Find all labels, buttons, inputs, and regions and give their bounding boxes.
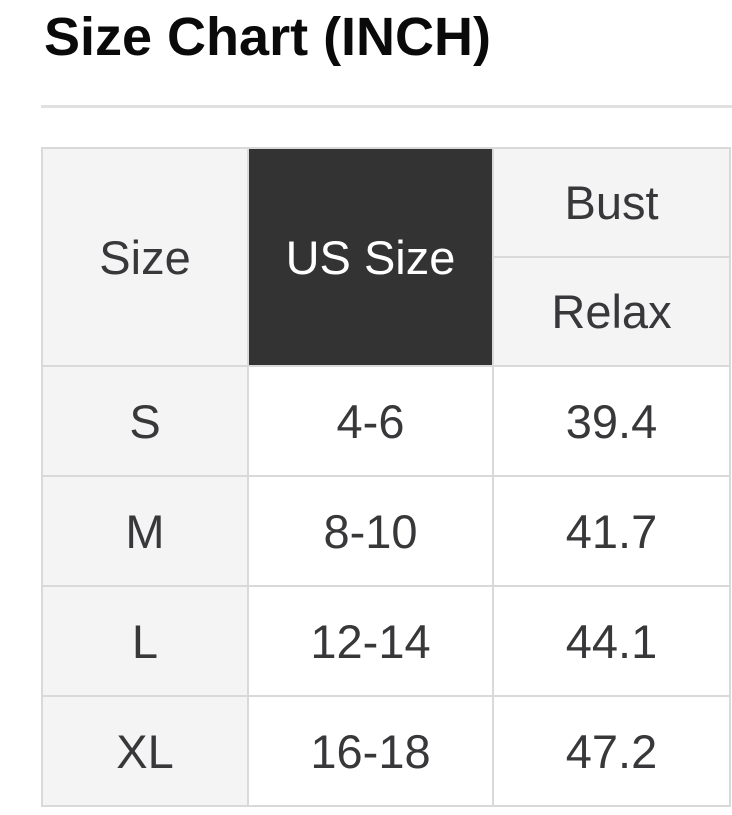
bust-relax-cell: 39.4 — [492, 365, 731, 477]
size-cell: XL — [41, 695, 249, 807]
title-divider — [41, 105, 732, 108]
size-cell: S — [41, 365, 249, 477]
bust-relax-cell: 41.7 — [492, 475, 731, 587]
us-size-cell: 16-18 — [247, 695, 494, 807]
table-row-m: M 8-10 41.7 — [41, 475, 731, 587]
header-cell-relax: Relax — [492, 256, 731, 367]
header-cell-bust: Bust — [492, 147, 731, 258]
size-cell: M — [41, 475, 249, 587]
header-cell-size: Size — [41, 147, 249, 367]
table-row-xl: XL 16-18 47.2 — [41, 695, 731, 807]
header-cell-us-size: US Size — [247, 147, 494, 367]
table-row-l: L 12-14 44.1 — [41, 585, 731, 697]
bust-relax-cell: 47.2 — [492, 695, 731, 807]
us-size-cell: 12-14 — [247, 585, 494, 697]
bust-relax-cell: 44.1 — [492, 585, 731, 697]
size-cell: L — [41, 585, 249, 697]
table-row-s: S 4-6 39.4 — [41, 365, 731, 477]
table-header-row-1: Size US Size Bust — [41, 147, 731, 367]
table-header-row-2: Relax — [42, 256, 731, 367]
us-size-cell: 4-6 — [247, 365, 494, 477]
us-size-cell: 8-10 — [247, 475, 494, 587]
size-chart-table: Size US Size Bust Relax S 4-6 39.4 M 8-1… — [41, 147, 731, 807]
page-title: Size Chart (INCH) — [44, 7, 492, 67]
